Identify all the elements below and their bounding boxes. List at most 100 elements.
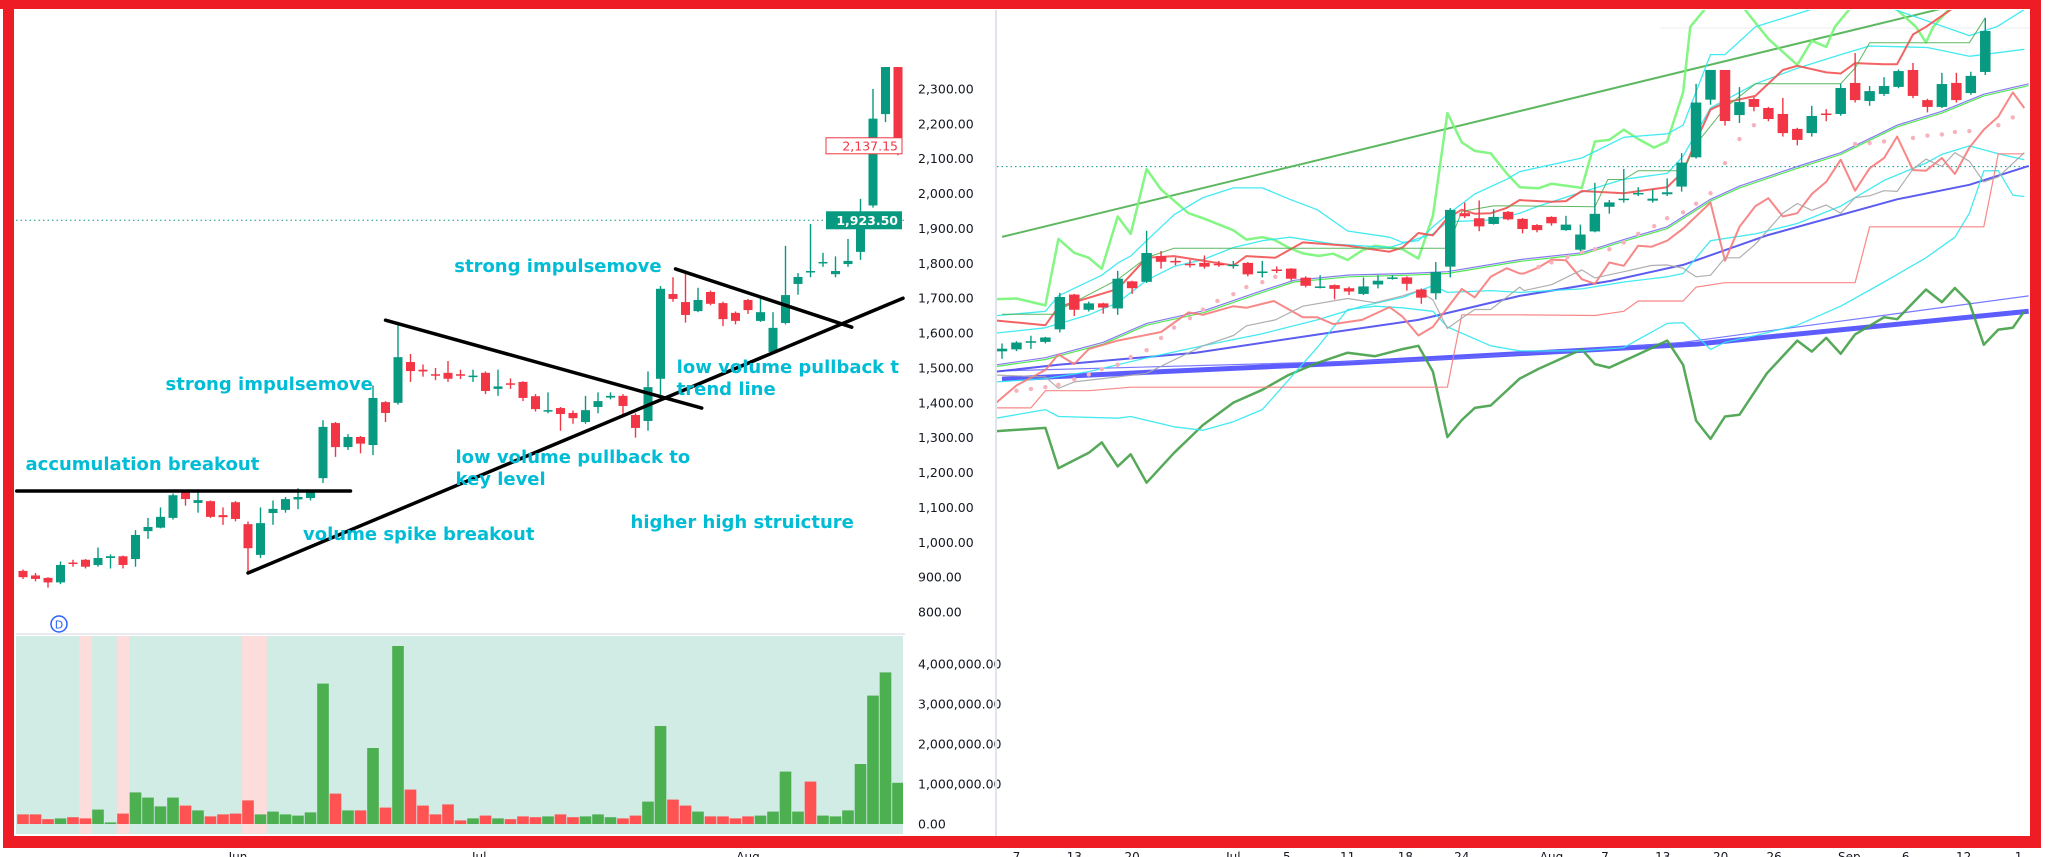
annotation-text[interactable]: low volume pullback to key level [456, 447, 691, 490]
price-tick-label: 1,000.00 [918, 535, 974, 550]
candle [493, 386, 503, 389]
volume-bar [854, 764, 867, 824]
candle [281, 499, 290, 510]
candle [1343, 288, 1355, 292]
volume-bar [717, 816, 729, 824]
candle [1849, 82, 1861, 101]
price-tick-label: 900.00 [918, 570, 962, 585]
candle [1820, 113, 1832, 116]
left-price-pane[interactable]: D [16, 67, 905, 633]
candle [368, 397, 378, 446]
indicator-dot [1592, 247, 1598, 252]
indicator-dot [1693, 201, 1699, 206]
indicator-dot [1144, 348, 1149, 353]
date-label: Aug [1540, 850, 1563, 857]
candle [1358, 286, 1369, 294]
annotation-text[interactable]: strong impulsemove [166, 374, 373, 395]
volume-bar [429, 814, 442, 824]
volume-bar [504, 819, 517, 824]
volume-bar [467, 818, 479, 824]
price-tick-label: 2,300.00 [918, 82, 974, 97]
indicator-line [997, 10, 1953, 327]
volume-bar [367, 748, 379, 824]
candle [731, 312, 740, 321]
price-tick-label: 1,900.00 [918, 221, 974, 236]
price-tick-label: 2,100.00 [918, 151, 974, 166]
indicator-dot [1043, 385, 1048, 390]
candle [106, 556, 115, 559]
interval-badge-label: D [55, 619, 63, 632]
date-label: 12 [1956, 850, 1971, 857]
indicator-line [997, 286, 2026, 484]
candle [1430, 271, 1442, 294]
volume-bar [729, 818, 742, 824]
date-label: 7 [1013, 850, 1021, 857]
volume-bar [742, 816, 754, 824]
volume-bar [554, 814, 567, 824]
right-price-pane[interactable] [995, 0, 2051, 836]
trend-line-drawing[interactable] [673, 267, 854, 329]
frame-left [3, 0, 14, 848]
candle [1705, 69, 1716, 100]
candle [818, 261, 828, 264]
candle [1387, 277, 1398, 279]
indicator-dot [1536, 264, 1541, 270]
candle [1141, 253, 1152, 282]
indicator-dot [1086, 372, 1091, 377]
volume-bar [654, 726, 667, 824]
volume-bar [67, 817, 79, 824]
volume-bar [479, 815, 492, 824]
indicator-line [997, 170, 2025, 431]
time-axis[interactable]: Jun Jul Aug 7 13 20 Jul 5 11 18 24 Aug 7 13 20 26 Sep 6 12… [228, 850, 2023, 857]
candle [1170, 260, 1181, 263]
indicator-dot [1925, 133, 1930, 138]
candle [556, 408, 565, 414]
indicator-dot [1200, 307, 1206, 312]
trend-line-drawing[interactable] [383, 318, 704, 410]
annotation-text[interactable]: strong impulsemove [454, 256, 661, 277]
volume-bar [92, 809, 104, 824]
interval-badge[interactable]: D [50, 615, 68, 633]
date-label: Sep [1838, 850, 1861, 857]
candle [793, 276, 803, 284]
indicator-dot [1099, 366, 1104, 372]
candle [997, 348, 1008, 352]
candle [481, 372, 490, 391]
candle [268, 508, 278, 514]
candle [243, 524, 253, 549]
trend-line-drawing[interactable] [246, 296, 905, 575]
candle [1604, 202, 1615, 207]
volume-bar [892, 782, 903, 824]
candle [1416, 289, 1427, 298]
volume-bar [354, 810, 367, 824]
candle [168, 495, 178, 518]
candle [1184, 263, 1196, 266]
volume-bar [629, 815, 642, 824]
indicator-dot [1273, 274, 1278, 279]
candle [56, 564, 65, 583]
frame-right [2030, 0, 2041, 848]
left-price-axis[interactable]: 2,300.00 2,200.00 2,100.00 2,000.00 1,900.00… [825, 10, 1002, 836]
candle [318, 426, 328, 479]
volume-bar [329, 793, 342, 824]
candle [131, 534, 140, 560]
volume-bar [492, 818, 504, 824]
annotation-text[interactable]: accumulation breakout [26, 454, 260, 475]
price-tick-label: 2,000.00 [918, 186, 974, 201]
candle [1285, 268, 1297, 279]
candle [693, 299, 703, 312]
annotation-text[interactable]: higher high struicture [631, 512, 854, 533]
volume-bar [179, 805, 192, 824]
indicator-line [997, 83, 2029, 366]
annotation-text[interactable]: volume spike breakout [303, 524, 535, 545]
candle [1329, 285, 1340, 289]
candle [831, 271, 840, 275]
annotation-text[interactable]: low volume pullback t trend line [677, 357, 900, 400]
volume-highlight-band [116, 636, 130, 834]
indicator-dot [1171, 325, 1177, 330]
volume-bar [817, 815, 829, 824]
volume-bar [129, 792, 142, 824]
candle [618, 395, 628, 406]
annotation-line: strong impulsemove [166, 374, 373, 395]
candle [1951, 82, 1962, 101]
